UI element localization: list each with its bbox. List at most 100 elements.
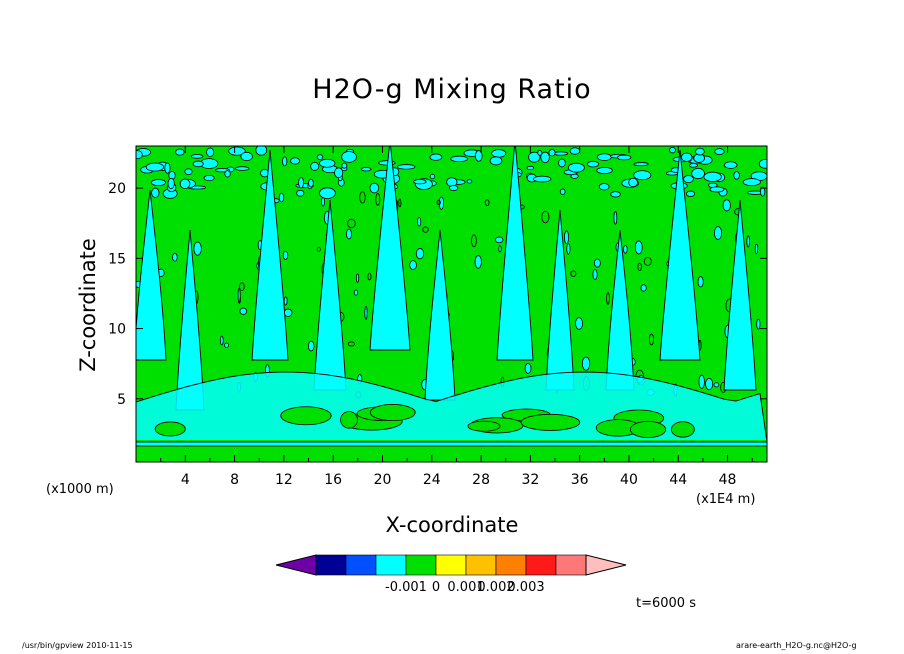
contour-plume xyxy=(605,229,635,391)
contour-plume xyxy=(545,209,575,391)
contour-blob xyxy=(581,356,591,371)
contour-blob xyxy=(610,191,621,198)
contour-blob xyxy=(616,154,632,161)
colorbar-segment xyxy=(465,554,497,576)
contour-blob xyxy=(228,146,246,156)
x-tick-label: 24 xyxy=(423,472,441,488)
contour-blob xyxy=(691,167,705,180)
colorbar-label: 0.001 xyxy=(447,580,484,595)
colorbar-segment xyxy=(405,554,437,576)
plot-frame xyxy=(135,145,768,463)
contour-blob xyxy=(484,199,490,207)
contour-blob xyxy=(705,377,714,391)
x-tick-label: 44 xyxy=(669,472,687,488)
contour-blob xyxy=(334,167,344,179)
contour-blob xyxy=(278,192,285,203)
contour-blob xyxy=(145,162,165,172)
contour-blob xyxy=(282,250,289,260)
footer-right: arare-earth_H2O-g.nc@H2O-g xyxy=(736,641,857,650)
contour-blob xyxy=(669,146,676,154)
contour-blob xyxy=(375,193,381,206)
contour-blob xyxy=(429,153,443,161)
contour-blob xyxy=(172,252,178,262)
y-tick-label: 20 xyxy=(108,181,126,197)
contour-blob xyxy=(670,421,695,438)
contour-blob xyxy=(498,245,502,253)
contour-blob xyxy=(206,147,215,157)
contour-blob xyxy=(558,158,566,168)
surface-line xyxy=(136,441,767,447)
contour-blob xyxy=(596,166,613,175)
contour-blob xyxy=(714,226,723,240)
contour-blob xyxy=(240,151,253,162)
contour-blob xyxy=(564,230,570,245)
contour-blob xyxy=(310,161,320,171)
contour-blob xyxy=(566,243,571,255)
contour-blob xyxy=(436,199,441,206)
contour-blob xyxy=(438,196,445,210)
colorbar-over-arrow xyxy=(585,554,627,576)
y-tick-label: 5 xyxy=(117,392,126,408)
y-axis-label: Z-coordinate xyxy=(76,238,100,372)
contour-blob xyxy=(528,151,541,163)
contour-blob xyxy=(346,228,352,240)
contour-blob xyxy=(648,333,655,346)
contour-blob xyxy=(369,182,380,194)
colorbar-label: 0.003 xyxy=(507,580,544,595)
contour-blob xyxy=(235,166,250,171)
contour-blob xyxy=(190,154,204,159)
contour-blob xyxy=(319,158,336,168)
contour-blob xyxy=(296,189,305,197)
contour-blob xyxy=(237,288,241,303)
contour-blob xyxy=(179,178,191,189)
contour-blob xyxy=(723,161,738,169)
contour-blob xyxy=(347,218,356,229)
contour-blob xyxy=(494,236,504,244)
contour-blob xyxy=(355,273,360,283)
contour-plume xyxy=(251,149,289,361)
contour-plume xyxy=(175,229,205,411)
contour-blob xyxy=(255,146,268,156)
colorbar-segment xyxy=(555,554,587,576)
contour-blob xyxy=(474,255,482,269)
contour-blob xyxy=(569,147,581,155)
contour-blob xyxy=(364,305,368,320)
contour-blob xyxy=(537,150,543,156)
contour-blob xyxy=(640,284,647,292)
contour-blob xyxy=(709,186,725,193)
contour-blob xyxy=(698,374,705,389)
x-tick-label: 8 xyxy=(230,472,239,488)
colorbar-label: 0 xyxy=(432,580,440,595)
contour-blob xyxy=(184,168,193,176)
contour-blob xyxy=(586,160,600,168)
contour-blob xyxy=(553,151,569,156)
contour-blob xyxy=(409,260,417,270)
contour-blob xyxy=(192,160,204,168)
contour-blob xyxy=(758,159,767,169)
x-axis-unit: (x1E4 m) xyxy=(696,492,756,507)
contour-blob xyxy=(308,178,314,188)
contour-blob xyxy=(341,162,348,169)
contour-blob xyxy=(347,341,355,347)
y-tick-label: 15 xyxy=(108,251,126,267)
contour-blob xyxy=(283,296,288,306)
x-tick-label: 16 xyxy=(324,472,342,488)
contour-blob xyxy=(239,282,245,291)
contour-blob xyxy=(575,317,583,330)
contour-blob xyxy=(754,243,759,255)
contour-blob xyxy=(369,404,416,422)
contour-plume xyxy=(496,146,534,361)
contour-blob xyxy=(280,406,332,426)
contour-plume xyxy=(424,229,456,401)
contour-blob xyxy=(307,340,315,352)
contour-blob xyxy=(637,262,642,271)
contour-blob xyxy=(136,150,143,160)
time-label: t=6000 s xyxy=(636,596,696,611)
contour-plume xyxy=(723,199,757,391)
contour-plume xyxy=(136,189,167,361)
contour-blob xyxy=(353,289,359,296)
contour-blob xyxy=(415,248,425,260)
contour-blob xyxy=(629,421,667,439)
contour-blob xyxy=(681,152,693,162)
contour-blob xyxy=(489,156,503,166)
